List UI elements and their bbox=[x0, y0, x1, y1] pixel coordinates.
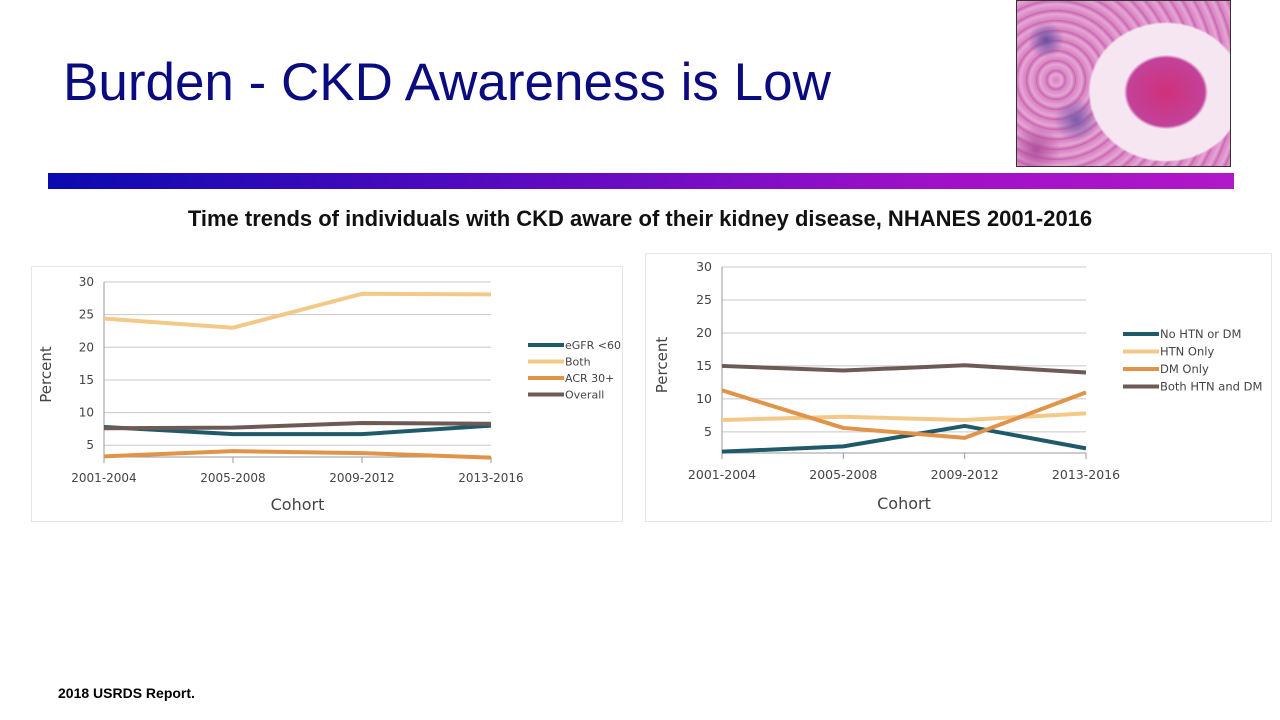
x-tick-label: 2005-2008 bbox=[200, 471, 265, 485]
y-tick-label: 20 bbox=[696, 325, 712, 340]
series-line-acr-30- bbox=[103, 449, 492, 460]
legend-label: Both bbox=[565, 356, 591, 369]
series-line-both bbox=[103, 291, 492, 330]
x-tick-label: 2001-2004 bbox=[688, 467, 756, 482]
kidney-histology-image bbox=[1016, 0, 1231, 167]
legend-label: eGFR <60 bbox=[565, 339, 621, 352]
legend-label: No HTN or DM bbox=[1160, 327, 1241, 341]
series-line-no-htn-or-dm bbox=[721, 423, 1087, 454]
series-line-both-htn-and-dm bbox=[721, 363, 1087, 375]
source-footnote: 2018 USRDS Report. bbox=[58, 685, 195, 701]
y-tick-label: 20 bbox=[79, 340, 94, 354]
legend-label: Overall bbox=[565, 389, 604, 402]
y-tick-label: 10 bbox=[79, 406, 94, 420]
y-tick-label: 10 bbox=[696, 391, 712, 406]
legend-label: HTN Only bbox=[1160, 345, 1214, 359]
y-tick-label: 30 bbox=[79, 275, 94, 289]
x-tick-label: 2009-2012 bbox=[329, 471, 394, 485]
y-tick-label: 5 bbox=[86, 438, 94, 452]
chart-comorbidity: 5 10 15 20 25 30 2001-2004 2005-2008 2009-2012 20… bbox=[645, 253, 1272, 522]
legend-label: ACR 30+ bbox=[565, 372, 614, 385]
chart-comorbidity-svg: 5 10 15 20 25 30 2001-2004 2005-2008 2009-2012 20… bbox=[653, 259, 1262, 513]
y-axis-label: Percent bbox=[653, 337, 671, 394]
x-tick-label: 2013-2016 bbox=[458, 471, 523, 485]
series-line-overall bbox=[103, 421, 492, 431]
gradient-divider-bar bbox=[48, 173, 1234, 189]
x-tick-label: 2013-2016 bbox=[1052, 467, 1120, 482]
x-axis-label: Cohort bbox=[877, 494, 931, 513]
x-axis-label: Cohort bbox=[271, 495, 325, 514]
series-line-egfr-60 bbox=[103, 423, 492, 437]
y-tick-label: 25 bbox=[696, 292, 712, 307]
y-tick-label: 30 bbox=[696, 259, 712, 274]
x-tick-label: 2009-2012 bbox=[931, 467, 999, 482]
slide-title: Burden - CKD Awareness is Low bbox=[63, 53, 831, 112]
chart-ckd-type-svg: 5 10 15 20 25 30 2001-2004 2005-2008 2009-2012 20… bbox=[37, 275, 621, 514]
slide-subtitle: Time trends of individuals with CKD awar… bbox=[187, 206, 1093, 231]
y-tick-label: 25 bbox=[79, 308, 94, 322]
chart-ckd-type: 5 10 15 20 25 30 2001-2004 2005-2008 2009-2012 20… bbox=[31, 266, 623, 522]
x-tick-label: 2005-2008 bbox=[809, 467, 877, 482]
y-tick-label: 5 bbox=[704, 424, 712, 439]
series-line-dm-only bbox=[721, 388, 1087, 440]
image-border bbox=[1016, 0, 1231, 167]
legend-label: DM Only bbox=[1160, 362, 1209, 376]
y-tick-label: 15 bbox=[696, 358, 712, 373]
x-tick-label: 2001-2004 bbox=[71, 471, 136, 485]
y-tick-label: 15 bbox=[79, 373, 94, 387]
y-axis-label: Percent bbox=[37, 346, 55, 403]
legend-label: Both HTN and DM bbox=[1160, 380, 1262, 394]
